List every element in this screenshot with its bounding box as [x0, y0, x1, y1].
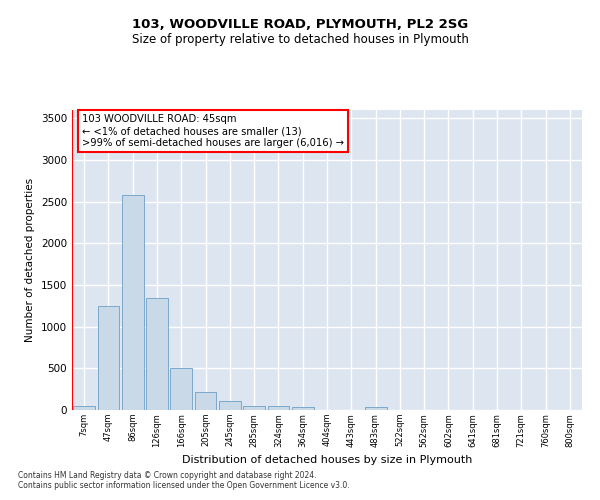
Text: Size of property relative to detached houses in Plymouth: Size of property relative to detached ho… [131, 32, 469, 46]
Text: Contains public sector information licensed under the Open Government Licence v3: Contains public sector information licen… [18, 480, 350, 490]
Bar [97, 306, 119, 410]
Text: 103, WOODVILLE ROAD, PLYMOUTH, PL2 2SG: 103, WOODVILLE ROAD, PLYMOUTH, PL2 2SG [132, 18, 468, 30]
Bar [194, 392, 217, 410]
Bar [122, 195, 143, 410]
Y-axis label: Number of detached properties: Number of detached properties [25, 178, 35, 342]
X-axis label: Distribution of detached houses by size in Plymouth: Distribution of detached houses by size … [182, 455, 472, 465]
Bar [170, 368, 192, 410]
Bar [243, 406, 265, 410]
Bar [365, 406, 386, 410]
Bar [73, 406, 95, 410]
Text: 103 WOODVILLE ROAD: 45sqm
← <1% of detached houses are smaller (13)
>99% of semi: 103 WOODVILLE ROAD: 45sqm ← <1% of detac… [82, 114, 344, 148]
Text: Contains HM Land Registry data © Crown copyright and database right 2024.: Contains HM Land Registry data © Crown c… [18, 470, 317, 480]
Bar [146, 298, 168, 410]
Bar [268, 406, 289, 410]
Bar [219, 401, 241, 410]
Bar [292, 407, 314, 410]
